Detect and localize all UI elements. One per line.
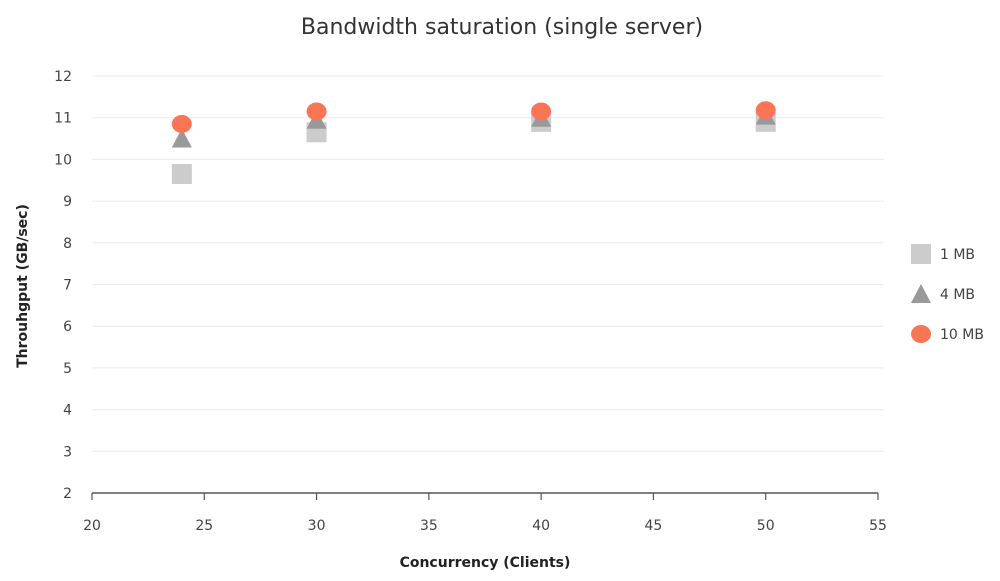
y-tick-label-8: 8 xyxy=(63,236,72,252)
point-4mb-24 xyxy=(171,128,192,148)
y-tick-label-5: 5 xyxy=(63,361,72,377)
y-tick-label-9: 9 xyxy=(63,194,72,210)
legend-marker-10mb xyxy=(911,325,931,343)
point-10mb-30 xyxy=(306,102,327,121)
y-tick-label-10: 10 xyxy=(54,152,72,168)
legend-marker-4mb xyxy=(911,284,931,303)
x-tick-label-45: 45 xyxy=(645,518,663,534)
x-tick-label-40: 40 xyxy=(532,518,550,534)
x-tick-label-20: 20 xyxy=(83,518,101,534)
legend-marker-1mb xyxy=(911,244,931,264)
chart-title: Bandwidth saturation (single server) xyxy=(301,15,703,40)
y-tick-label-2: 2 xyxy=(63,486,72,502)
y-axis-label: Throuhgput (GB/sec) xyxy=(15,204,31,368)
point-1mb-24 xyxy=(171,163,192,184)
x-axis: 20 25 30 35 40 45 50 55 xyxy=(83,492,887,534)
y-tick-label-3: 3 xyxy=(63,444,72,460)
y-axis-ticks: 2 3 4 5 6 7 8 9 10 11 12 xyxy=(54,69,72,502)
y-tick-label-11: 11 xyxy=(54,111,72,127)
x-tick-label-55: 55 xyxy=(869,518,887,534)
y-tick-label-12: 12 xyxy=(54,69,72,85)
x-tick-label-50: 50 xyxy=(757,518,775,534)
y-tick-label-7: 7 xyxy=(63,278,72,294)
y-tick-label-4: 4 xyxy=(63,403,72,419)
x-tick-label-35: 35 xyxy=(420,518,438,534)
legend-label-10mb: 10 MB xyxy=(940,327,984,343)
point-10mb-40 xyxy=(531,102,552,121)
x-axis-label: Concurrency (Clients) xyxy=(400,555,571,571)
x-tick-label-30: 30 xyxy=(308,518,326,534)
grid-lines xyxy=(92,75,884,452)
y-tick-label-6: 6 xyxy=(63,319,72,335)
legend-label-1mb: 1 MB xyxy=(940,247,975,263)
point-10mb-24 xyxy=(171,114,192,133)
point-10mb-50 xyxy=(755,101,776,120)
data-points xyxy=(171,101,776,184)
legend: 1 MB 4 MB 10 MB xyxy=(911,244,984,343)
x-tick-label-25: 25 xyxy=(195,518,213,534)
legend-label-4mb: 4 MB xyxy=(940,287,975,303)
